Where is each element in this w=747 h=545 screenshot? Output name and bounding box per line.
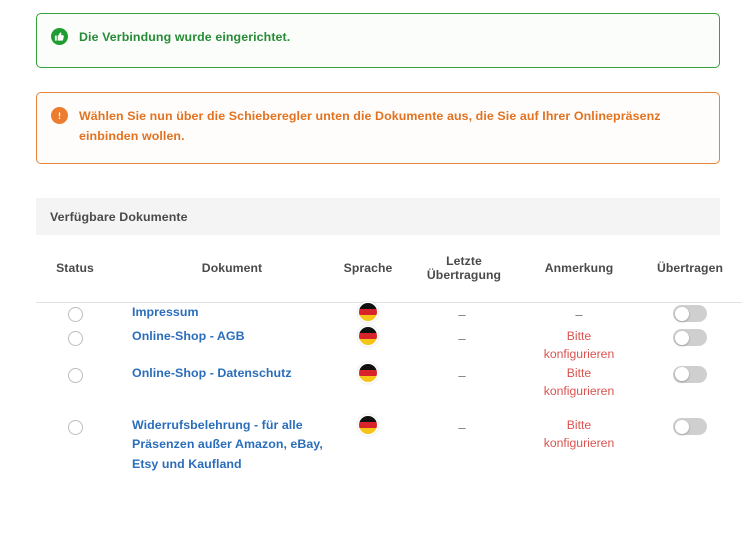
cell-sprache [332, 327, 404, 364]
document-link[interactable]: Impressum [132, 305, 199, 319]
last-transfer-value: – [458, 420, 466, 436]
cell-dokument: Widerrufsbelehrung - für alle Präsenzen … [114, 400, 332, 474]
cell-letzte-uebertragung: – [404, 400, 520, 474]
documents-table: Status Dokument Sprache Letzte Übertragu… [36, 235, 742, 474]
column-header-status: Status [36, 235, 114, 303]
column-header-sprache: Sprache [332, 235, 404, 303]
cell-letzte-uebertragung: – [404, 327, 520, 364]
cell-sprache [332, 400, 404, 474]
note-value: Bitte konfigurieren [543, 329, 615, 362]
table-row: Widerrufsbelehrung - für alle Präsenzen … [36, 400, 742, 474]
table-body: Impressum – – [36, 303, 742, 474]
flag-germany-icon [359, 327, 377, 345]
cell-dokument: Online-Shop - AGB [114, 327, 332, 364]
alert-success: Die Verbindung wurde eingerichtet. [36, 13, 720, 68]
document-link[interactable]: Online-Shop - Datenschutz [132, 365, 292, 380]
last-transfer-value: – [458, 307, 466, 322]
last-transfer-value: – [458, 331, 466, 346]
cell-dokument: Online-Shop - Datenschutz [114, 364, 332, 401]
status-radio[interactable] [67, 307, 83, 322]
cell-anmerkung: Bitte konfigurieren [520, 400, 638, 474]
cell-uebertragen [638, 364, 742, 401]
table-header: Status Dokument Sprache Letzte Übertragu… [36, 235, 742, 303]
column-header-letzte-uebertragung: Letzte Übertragung [404, 235, 520, 303]
status-radio[interactable] [67, 367, 83, 383]
flag-germany-icon [359, 416, 377, 435]
column-header-dokument: Dokument [114, 235, 332, 303]
transfer-toggle[interactable] [673, 418, 707, 436]
cell-anmerkung: Bitte konfigurieren [520, 364, 638, 401]
cell-letzte-uebertragung: – [404, 364, 520, 401]
cell-sprache [332, 363, 404, 401]
transfer-toggle[interactable] [673, 305, 707, 322]
table-row: Impressum – – [36, 303, 742, 328]
available-documents-panel: Verfügbare Dokumente Status Dokument Spr… [36, 198, 742, 474]
panel-title: Verfügbare Dokumente [50, 209, 188, 224]
alert-warning: Wählen Sie nun über die Schieberegler un… [36, 92, 720, 164]
cell-status [36, 364, 114, 401]
cell-status [36, 303, 114, 328]
status-radio[interactable] [67, 420, 83, 436]
cell-dokument: Impressum [114, 303, 332, 328]
cell-uebertragen [638, 303, 742, 328]
table-header-row: Status Dokument Sprache Letzte Übertragu… [36, 235, 742, 303]
note-value: Bitte konfigurieren [543, 418, 615, 451]
flag-germany-icon [359, 363, 377, 382]
note-value: Bitte konfigurieren [543, 365, 615, 398]
document-link[interactable]: Widerrufsbelehrung - für alle Präsenzen … [132, 418, 323, 471]
status-radio[interactable] [67, 331, 83, 346]
exclamation-circle-icon [51, 107, 68, 124]
cell-uebertragen [638, 400, 742, 474]
column-header-anmerkung: Anmerkung [520, 235, 638, 303]
last-transfer-value: – [458, 367, 466, 383]
transfer-toggle[interactable] [673, 365, 707, 383]
flag-germany-icon [359, 303, 377, 321]
transfer-toggle[interactable] [673, 329, 707, 346]
column-header-uebertragen: Übertragen [638, 235, 742, 303]
alert-success-message: Die Verbindung wurde eingerichtet. [79, 30, 291, 44]
panel-header: Verfügbare Dokumente [36, 198, 720, 235]
table-row: Online-Shop - AGB – Bitte konfigurieren [36, 327, 742, 364]
cell-status [36, 327, 114, 364]
thumbs-up-icon [51, 28, 68, 45]
cell-uebertragen [638, 327, 742, 364]
cell-sprache [332, 303, 404, 328]
cell-letzte-uebertragung: – [404, 303, 520, 328]
note-value: – [575, 307, 583, 322]
table-row: Online-Shop - Datenschutz – Bitte konfig… [36, 363, 742, 401]
cell-anmerkung: – [520, 303, 638, 328]
cell-anmerkung: Bitte konfigurieren [520, 327, 638, 364]
cell-status [36, 400, 114, 474]
document-link[interactable]: Online-Shop - AGB [132, 329, 245, 343]
alert-warning-message: Wählen Sie nun über die Schieberegler un… [79, 109, 661, 144]
